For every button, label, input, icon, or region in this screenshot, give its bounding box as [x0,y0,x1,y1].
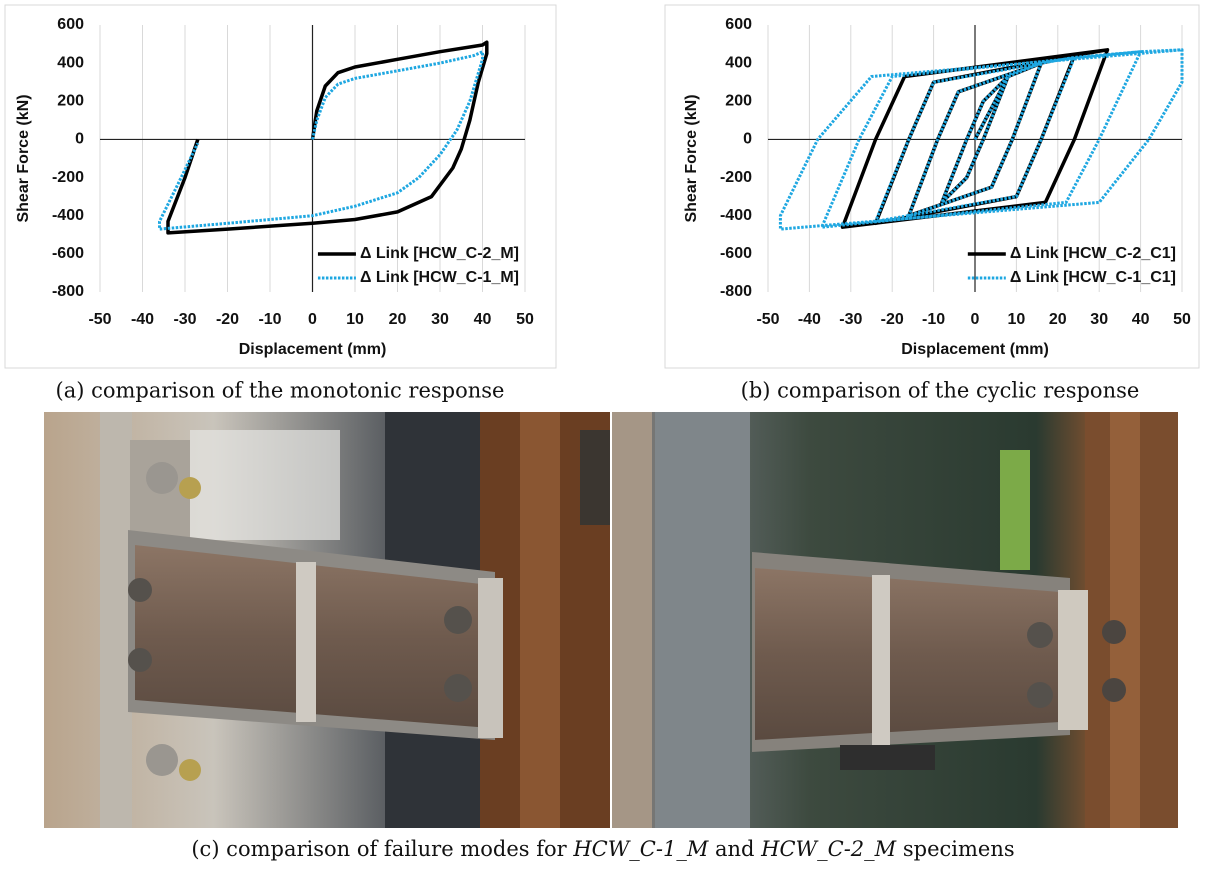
series-line [166,40,489,235]
y-tick-label: -800 [720,283,752,300]
chart-frame [664,4,1200,369]
y-tick-label: -400 [720,207,752,224]
y-tick-label: 0 [75,131,84,148]
x-tick-label: -10 [258,311,281,328]
caption-part: HCW_C-1_M [572,837,708,861]
x-tick-label: -10 [922,311,945,328]
legend-label: Δ Link [HCW_C-1_M] [360,269,519,286]
x-tick-label: -50 [756,311,779,328]
series-line [158,50,484,231]
x-tick-label: 30 [1090,311,1108,328]
legend-label: Δ Link [HCW_C-2_C1] [1010,245,1176,262]
y-axis-title: Shear Force (kN) [15,94,32,222]
x-axis-title: Displacement (mm) [239,341,387,358]
y-tick-label: 200 [725,93,752,110]
x-tick-label: -30 [173,311,196,328]
x-axis-title: Displacement (mm) [901,341,1049,358]
x-tick-label: 40 [474,311,492,328]
x-tick-label: -20 [216,311,239,328]
y-tick-label: 0 [743,131,752,148]
y-tick-label: -600 [52,245,84,262]
legend-label: Δ Link [HCW_C-1_C1] [1010,269,1176,286]
caption: (a) comparison of the monotonic response [56,379,505,403]
caption-part: (c) comparison of failure modes for [191,837,573,861]
x-tick-label: 10 [1008,311,1026,328]
x-tick-label: 0 [971,311,980,328]
y-tick-label: -200 [52,169,84,186]
legend-label: Δ Link [HCW_C-2_M] [360,245,519,262]
x-tick-label: 30 [431,311,449,328]
x-tick-label: 50 [1173,311,1191,328]
caption-c: (c) comparison of failure modes for HCW_… [191,837,1014,861]
y-tick-label: 400 [725,54,752,71]
y-tick-label: 200 [57,93,84,110]
photo-left [44,412,610,828]
series-line [778,48,1184,231]
y-tick-label: 600 [57,16,84,33]
y-tick-label: 400 [57,54,84,71]
chart-frame [4,4,557,369]
x-tick-label: -30 [839,311,862,328]
x-tick-label: 20 [389,311,407,328]
y-tick-label: -600 [720,245,752,262]
caption-part: HCW_C-2_M [760,837,896,861]
y-tick-label: 600 [725,16,752,33]
y-tick-label: -800 [52,283,84,300]
x-tick-label: 40 [1132,311,1150,328]
y-axis-title: Shear Force (kN) [683,94,700,222]
caption-part: and [708,837,761,861]
caption-part: specimens [896,837,1014,861]
x-tick-label: 10 [346,311,364,328]
x-tick-label: 20 [1049,311,1067,328]
x-tick-label: -50 [88,311,111,328]
photo-right [612,412,1178,828]
y-tick-label: -400 [52,207,84,224]
x-tick-label: -40 [798,311,821,328]
caption: (b) comparison of the cyclic response [741,379,1140,403]
x-tick-label: -20 [881,311,904,328]
x-tick-label: -40 [131,311,154,328]
y-tick-label: -200 [720,169,752,186]
x-tick-label: 50 [516,311,534,328]
x-tick-label: 0 [308,311,317,328]
